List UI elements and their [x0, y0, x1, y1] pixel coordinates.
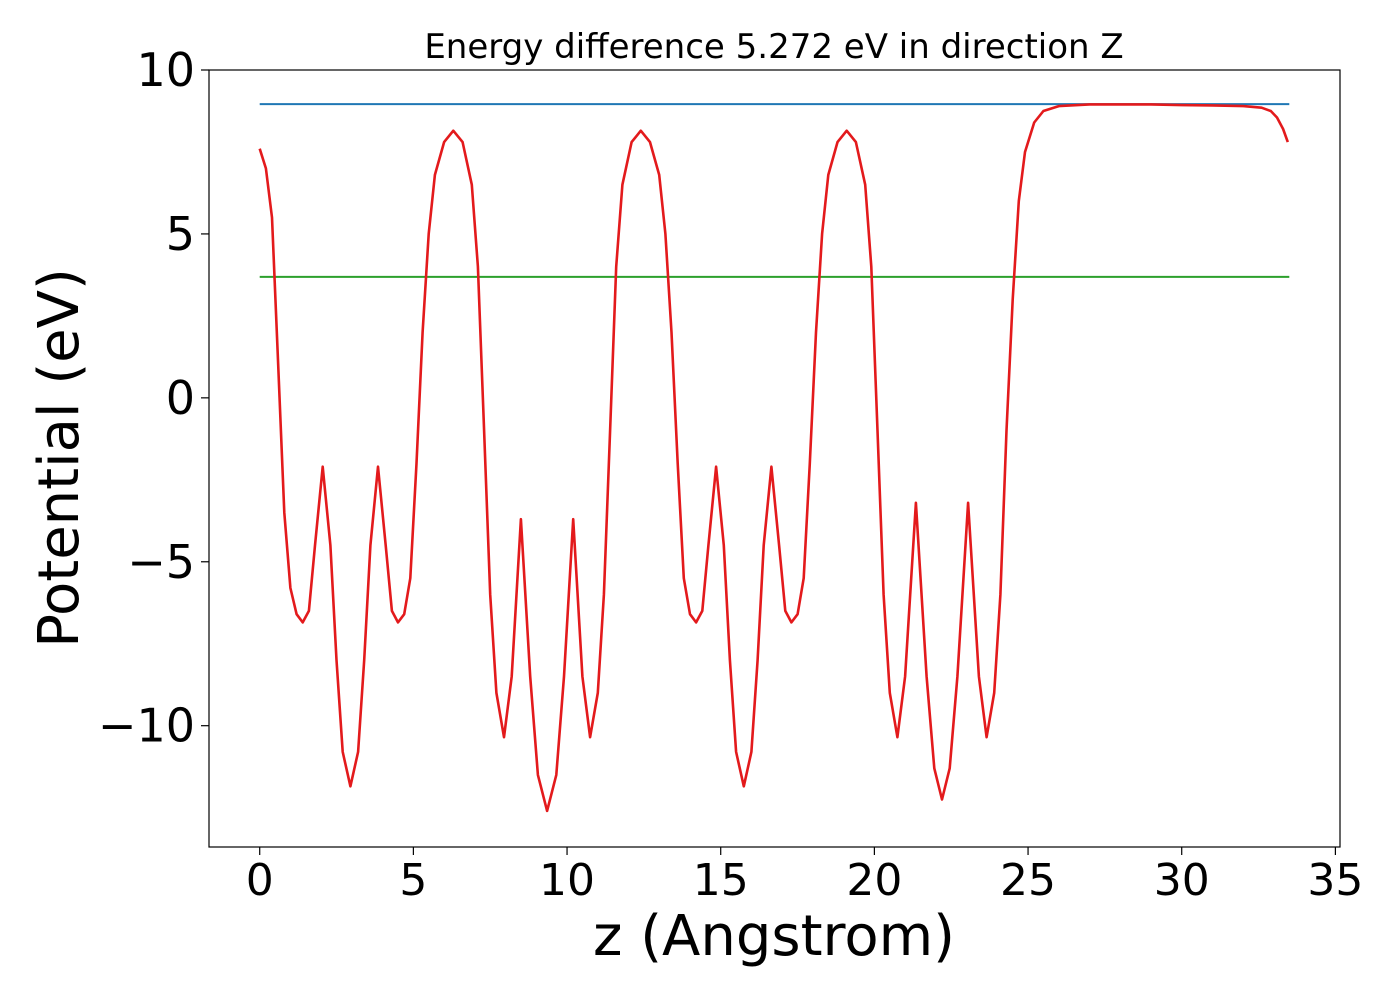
y-axis-label: Potential (eV)	[27, 268, 92, 648]
x-tick-label: 5	[399, 855, 427, 906]
x-tick-label: 0	[246, 855, 274, 906]
x-tick-label: 25	[1000, 855, 1056, 906]
y-tick-label: 5	[166, 207, 195, 261]
y-axis: 10 5 0 −5 −10	[98, 43, 209, 753]
x-tick-label: 15	[693, 855, 749, 906]
x-tick-label: 35	[1307, 855, 1363, 906]
x-tick-label: 10	[539, 855, 595, 906]
y-tick-label: −5	[127, 535, 195, 589]
series-line-2	[258, 103, 1290, 813]
chart-title: Energy difference 5.272 eV in direction …	[424, 27, 1123, 67]
x-axis: 0 5 10 15 20 25 30 35	[246, 847, 1363, 906]
y-tick-label: 0	[166, 371, 195, 425]
y-tick-label: −10	[98, 699, 195, 753]
x-tick-label: 30	[1154, 855, 1210, 906]
y-tick-label: 10	[136, 43, 195, 97]
plot-area	[258, 103, 1290, 813]
plot-frame	[208, 69, 1341, 848]
x-axis-label: z (Angstrom)	[593, 904, 955, 969]
x-tick-label: 20	[846, 855, 902, 906]
